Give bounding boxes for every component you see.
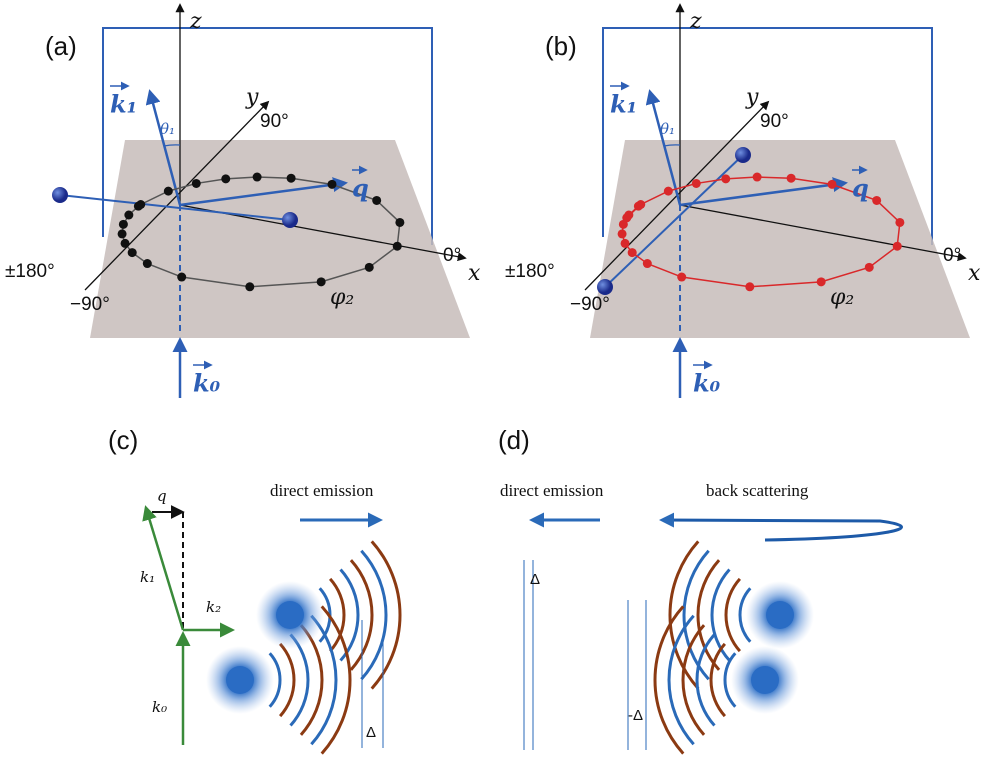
phi-dot [118,229,127,238]
phi-dot [618,229,627,238]
wave-arc [726,579,740,651]
theta-label: θ₁ [160,120,175,138]
z-label: z [189,9,202,34]
k1-label: k₁ [140,568,155,586]
phi-dot [828,180,837,189]
q-label: q [352,174,369,203]
x-label: x [968,261,981,286]
q-label: q [852,174,869,203]
phi-dot [753,173,762,182]
phi-dot [817,277,826,286]
phi-dot [245,282,254,291]
angle-0: 0° [443,245,461,266]
plane [90,140,470,338]
phi-dot [221,174,230,183]
phi-dot [143,259,152,268]
y-label: y [745,85,759,110]
phi-dot [253,173,262,182]
angle-90: 90° [260,111,289,132]
phi-dot [395,218,404,227]
phi-dot [128,248,137,257]
angle-0: 0° [943,245,961,266]
panel-label: (c) [108,425,138,455]
k0-label: k₀ [693,369,721,398]
caption: direct emission [500,481,604,500]
scatter-arrow [662,520,901,540]
phi-dot [634,202,643,211]
phi-dot [677,273,686,282]
phi-dot [121,239,130,248]
k0-label: k₀ [193,369,221,398]
phi-dot [664,187,673,196]
phi-dot [192,179,201,188]
phi-dot [893,242,902,251]
phi-dot [619,220,628,229]
phi-dot [643,259,652,268]
panel-label: (d) [498,425,530,455]
phi-dot [372,196,381,205]
phi-dot [865,263,874,272]
phi-dot [628,248,637,257]
phi-dot [119,220,128,229]
caption: direct emission [270,481,374,500]
phi-label: φ₂ [830,285,854,310]
angle-180: ±180° [505,261,555,282]
panel-label: (a) [45,31,77,61]
atom [276,601,304,629]
k2-label: k₂ [206,598,221,616]
x-label: x [468,261,481,286]
phi-dot [134,202,143,211]
atom [226,666,254,694]
panel-label: (b) [545,31,577,61]
k1-label: k₁ [610,90,637,119]
theta-label: θ₁ [660,120,675,138]
atom-ball [52,187,68,203]
phi-dot [365,263,374,272]
phi-dot [624,211,633,220]
figure: (a) z y x k₁ θ₁ q k₀ 90° ±180° 0° −90° φ₂ (b) z y x k₁ θ₁ q… [0,0,983,759]
phi-label: φ₂ [330,285,354,310]
phi-dot [721,174,730,183]
wave-arc [361,551,386,679]
delta-label: Δ [530,571,540,588]
q-label: q [157,487,167,505]
phi-dot [317,277,326,286]
phi-dot [787,174,796,183]
k0-label: k₀ [152,698,167,716]
phi-dot [124,211,133,220]
phi-dot [745,282,754,291]
wave-arc [711,644,725,716]
phi-dot [328,180,337,189]
angle-90: 90° [760,111,789,132]
angle-m90: −90° [570,294,610,315]
plane [590,140,970,338]
wave-arc [280,644,294,716]
z-label: z [689,9,702,34]
wave-arc [684,551,709,679]
phi-dot [895,218,904,227]
phi-dot [177,273,186,282]
phi-dot [164,187,173,196]
atom [766,601,794,629]
angle-180: ±180° [5,261,55,282]
y-label: y [245,85,259,110]
caption: back scattering [706,481,809,500]
phi-dot [621,239,630,248]
phi-dot [692,179,701,188]
phi-dot [287,174,296,183]
atom-ball [282,212,298,228]
minus-delta-label: -Δ [628,707,643,724]
atom [751,666,779,694]
k1-label: k₁ [110,90,137,119]
atom-ball [597,279,613,295]
atom-ball [735,147,751,163]
phi-dot [872,196,881,205]
angle-m90: −90° [70,294,110,315]
delta-label: Δ [366,724,376,741]
wave-arc [351,560,372,670]
phi-dot [393,242,402,251]
